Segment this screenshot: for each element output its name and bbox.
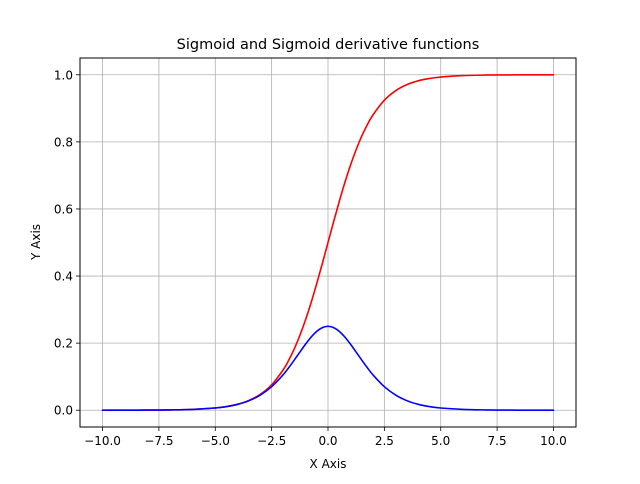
y-tick-label: 0.0: [54, 404, 73, 418]
x-tick-label: −7.5: [144, 434, 173, 448]
y-tick-label: 0.6: [54, 202, 73, 216]
x-tick-label: 2.5: [375, 434, 394, 448]
sigmoid-derivative-line: [101, 325, 555, 412]
chart-title: Sigmoid and Sigmoid derivative functions: [177, 37, 480, 53]
y-tick-label: 0.2: [54, 337, 73, 351]
y-tick-label: 0.4: [54, 270, 73, 284]
y-axis-label: Y Axis: [29, 224, 43, 261]
ticks: −10.0 −7.5 −5.0 −2.5 0.0 2.5 5.0 7.5 10.0 0.0 0.2 0…: [54, 68, 567, 448]
x-tick-label: 5.0: [431, 434, 450, 448]
x-tick-label: −2.5: [257, 434, 286, 448]
y-tick-label: 0.8: [54, 135, 73, 149]
y-tick-label: 1.0: [54, 68, 73, 82]
x-tick-label: 0.0: [318, 434, 337, 448]
x-tick-label: −10.0: [84, 434, 121, 448]
x-tick-label: −5.0: [201, 434, 230, 448]
x-tick-label: 10.0: [540, 434, 567, 448]
series-group: [101, 73, 555, 412]
x-axis-label: X Axis: [310, 457, 347, 471]
x-tick-label: 7.5: [488, 434, 507, 448]
